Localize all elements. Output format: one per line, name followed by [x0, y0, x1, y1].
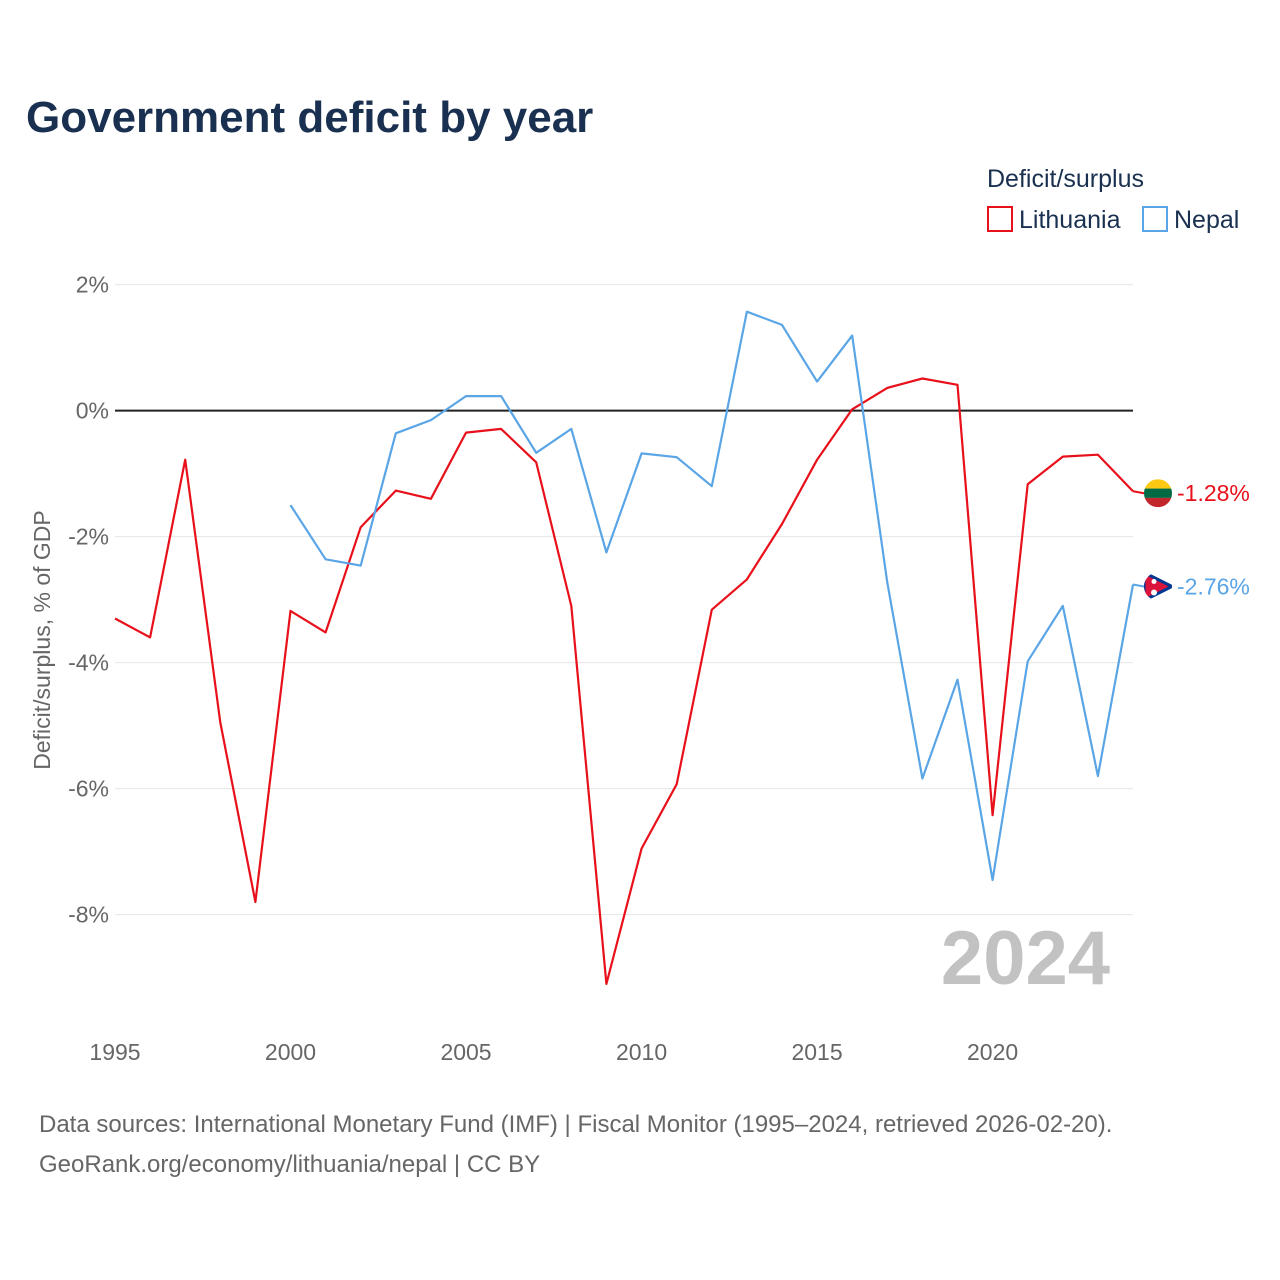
legend-title: Deficit/surplus	[987, 165, 1144, 193]
legend-item-nepal[interactable]: Nepal	[1142, 206, 1239, 234]
year-watermark: 2024	[941, 916, 1110, 1001]
legend-label-lithuania: Lithuania	[1019, 206, 1121, 234]
end-value-label-nepal: -2.76%	[1177, 573, 1250, 599]
series-line-nepal[interactable]	[289, 310, 1135, 882]
grid-layer	[115, 284, 1133, 916]
data-source-note: Data sources: International Monetary Fun…	[39, 1111, 1112, 1138]
legend-label-nepal: Nepal	[1174, 206, 1239, 234]
nepal-flag-icon	[1144, 572, 1172, 601]
series-layer: -1.28% -2.76%	[114, 310, 1250, 986]
y-axis-ticks: 2% 0% -2% -4% -6% -8%	[68, 272, 109, 928]
end-connector-nepal	[1132, 583, 1145, 588]
chart-title: Government deficit by year	[26, 93, 593, 142]
x-tick-label: 2005	[440, 1039, 491, 1065]
y-tick-label: -4%	[68, 650, 109, 676]
end-connector-lithuania	[1132, 490, 1145, 495]
x-tick-label: 1995	[89, 1039, 140, 1065]
legend-swatch-lithuania	[987, 206, 1013, 232]
attribution-note: GeoRank.org/economy/lithuania/nepal | CC…	[39, 1151, 540, 1178]
y-tick-label: -8%	[68, 902, 109, 928]
y-tick-label: 2%	[76, 272, 109, 298]
x-tick-label: 2015	[791, 1039, 842, 1065]
series-line-lithuania[interactable]	[114, 377, 1134, 986]
y-tick-label: -2%	[68, 524, 109, 550]
y-tick-label: -6%	[68, 776, 109, 802]
x-tick-label: 2020	[967, 1039, 1018, 1065]
x-axis-ticks: 1995 2000 2005 2010 2015 2020	[89, 1039, 1018, 1065]
x-tick-label: 2000	[265, 1039, 316, 1065]
lithuania-flag-icon	[1144, 479, 1172, 508]
legend-swatch-nepal	[1142, 206, 1168, 232]
x-tick-label: 2010	[616, 1039, 667, 1065]
y-tick-label: 0%	[76, 398, 109, 424]
end-value-label-lithuania: -1.28%	[1177, 480, 1250, 506]
legend-item-lithuania[interactable]: Lithuania	[987, 206, 1121, 234]
y-axis-title: Deficit/surplus, % of GDP	[29, 510, 55, 769]
